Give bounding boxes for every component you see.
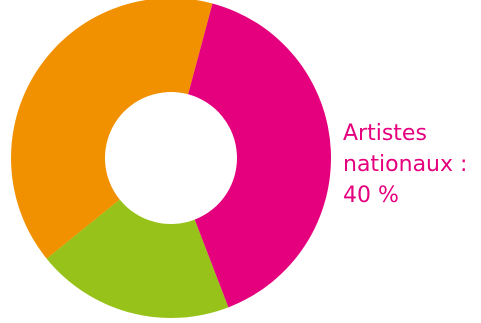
slice-label-line-3: 40 % bbox=[343, 183, 399, 208]
donut-slice-2 bbox=[11, 0, 213, 259]
slice-label-artistes-nationaux: Artistes nationaux : 40 % bbox=[343, 118, 481, 211]
slice-label-line-2: nationaux : bbox=[343, 152, 468, 177]
slice-label-line-1: Artistes bbox=[343, 121, 427, 146]
donut-slice-1 bbox=[46, 199, 229, 318]
donut-slice-0 bbox=[188, 3, 331, 308]
